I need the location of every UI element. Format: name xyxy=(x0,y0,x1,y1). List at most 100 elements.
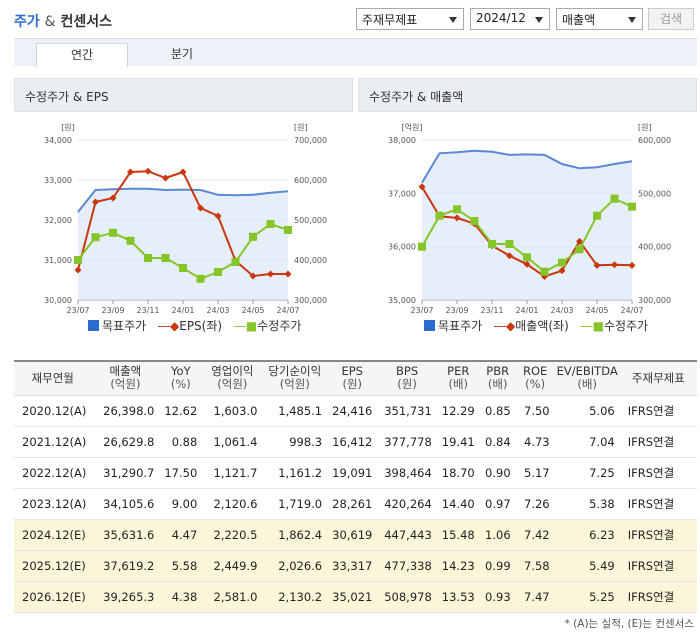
table-cell: 998.3 xyxy=(262,426,328,458)
left-tick-label: 32,000 xyxy=(44,216,72,225)
page-header: 주가 & 컨센서스 주재무제표 2024/12 매출액 검색 xyxy=(0,0,700,38)
column-header: 당기순이익 (억원) xyxy=(262,361,328,396)
table-row: 2022.12(A) 31,290.7 17.50 1,121.7 1,161.2 19,… xyxy=(14,457,697,489)
x-tick-label: 24/01 xyxy=(171,306,194,315)
data-point-diamond xyxy=(418,183,426,191)
column-header-unit: (억원) xyxy=(217,377,248,392)
chart-title-eps: 수정주가 & EPS xyxy=(14,78,353,112)
data-point-square xyxy=(196,274,205,283)
table-cell: IFRS연결 xyxy=(619,457,697,489)
table-cell: 5.49 xyxy=(554,550,620,582)
data-point-diamond xyxy=(576,237,583,245)
x-tick-label: 23/07 xyxy=(410,306,433,315)
legend-label: 수정주가 xyxy=(603,319,649,333)
right-tick-label: 300,000 xyxy=(638,296,671,305)
column-header-label: 주재무제표 xyxy=(631,370,685,385)
table-cell: 5.17 xyxy=(515,457,555,489)
data-point-diamond xyxy=(267,270,274,278)
table-cell: 2024.12(E) xyxy=(14,519,92,551)
table-cell: 12.62 xyxy=(159,395,203,427)
table-cell: 19,091 xyxy=(327,457,378,489)
tab-annual[interactable]: 연간 xyxy=(36,43,128,67)
table-cell: 2,120.6 xyxy=(202,488,263,520)
table-cell: 4.47 xyxy=(159,519,203,551)
table-cell: 2020.12(A) xyxy=(14,395,92,427)
table-cell: IFRS연결 xyxy=(619,395,697,427)
column-header: EV/EBITDA (배) xyxy=(554,361,620,396)
data-point-diamond xyxy=(162,174,169,182)
legend-marker-diamond-icon: ―◆ xyxy=(494,319,516,333)
data-point-square xyxy=(435,211,444,220)
table-cell: 2,449.9 xyxy=(202,550,263,582)
data-point-square xyxy=(540,267,549,276)
metric-select[interactable]: 매출액 xyxy=(556,8,643,30)
table-cell: 26,398.0 xyxy=(91,395,160,427)
data-point-diamond xyxy=(249,272,257,280)
footnote: * (A)는 실적, (E)는 컨센서스 xyxy=(564,618,694,630)
period-select[interactable]: 2024/12 xyxy=(470,8,550,30)
financial-table: 재무연월 매출액 (억원) YoY (%) 영업이익 (억원) 당기순이익 (억원) EPS (원)… xyxy=(14,360,697,613)
legend-marker-square-icon: ―■ xyxy=(580,319,604,333)
column-header-label: ROE xyxy=(522,364,548,379)
table-body: 2020.12(A) 26,398.0 12.62 1,603.0 1,485.1 24,… xyxy=(14,395,697,613)
legend-marker-diamond-icon: ―◆ xyxy=(158,319,180,333)
table-row: 2021.12(A) 26,629.8 0.88 1,061.4 998.3 16,412… xyxy=(14,426,697,458)
target-price-area xyxy=(422,150,632,300)
column-header-label: 당기순이익 xyxy=(268,364,322,379)
table-row: 2025.12(E) 37,619.2 5.58 2,449.9 2,026.6 33,3… xyxy=(14,550,697,582)
table-cell: IFRS연결 xyxy=(619,488,697,520)
column-header-unit: (억원) xyxy=(279,377,310,392)
table-cell: 5.25 xyxy=(554,581,620,613)
data-point-diamond xyxy=(523,260,531,268)
table-cell: 2022.12(A) xyxy=(14,457,92,489)
data-point-diamond xyxy=(506,252,513,260)
column-header-label: EPS xyxy=(341,364,363,379)
search-button[interactable]: 검색 xyxy=(648,8,694,30)
table-cell: IFRS연결 xyxy=(619,426,697,458)
column-header-label: 재무연월 xyxy=(31,370,74,385)
tab-quarterly[interactable]: 분기 xyxy=(170,47,194,61)
data-point-square xyxy=(284,226,292,234)
legend-label: EPS(좌) xyxy=(179,319,223,333)
right-axis-unit: [원] xyxy=(638,123,652,132)
chart-eps: 30,000 31,000 32,000 33,000 34,000 300,000 400… xyxy=(44,123,327,315)
title-rest: 컨센서스 xyxy=(60,14,112,30)
table-cell: 15.48 xyxy=(436,519,480,551)
x-tick-label: 23/07 xyxy=(66,306,89,315)
table-cell: 37,619.2 xyxy=(91,550,160,582)
data-point-square xyxy=(74,256,82,264)
right-tick-label: 500,000 xyxy=(294,216,327,225)
x-tick-label: 24/01 xyxy=(515,306,538,315)
table-cell: 508,978 xyxy=(377,581,437,613)
table-row: 2020.12(A) 26,398.0 12.62 1,603.0 1,485.1 24,… xyxy=(14,395,697,427)
data-point-square xyxy=(249,232,257,241)
financial-statement-select[interactable]: 주재무제표 xyxy=(356,8,464,30)
legend-label: 매출액(좌) xyxy=(515,319,569,333)
data-point-square xyxy=(453,205,461,214)
column-header-unit: (%) xyxy=(525,377,546,392)
legend-sales: 목표주가 ―◆매출액(좌) ―■수정주가 xyxy=(424,317,656,334)
title-main: 주가 xyxy=(14,14,40,30)
legend-item-target-price: 목표주가 xyxy=(424,319,482,333)
data-point-diamond xyxy=(628,261,636,269)
column-header-unit: (배) xyxy=(577,377,597,392)
x-tick-label: 23/09 xyxy=(445,306,468,315)
page-title: 주가 & 컨센서스 xyxy=(14,11,112,31)
legend-label: 목표주가 xyxy=(102,319,147,333)
right-tick-label: 700,000 xyxy=(294,136,327,145)
table-cell: 5.38 xyxy=(554,488,620,520)
legend-item-adjusted-price: ―■수정주가 xyxy=(581,319,649,333)
data-point-diamond xyxy=(214,212,222,220)
table-cell: 0.85 xyxy=(479,395,516,427)
legend-marker-square-icon: ―■ xyxy=(233,319,258,333)
table-cell: 5.06 xyxy=(554,395,620,427)
column-header: ROE (%) xyxy=(515,361,555,396)
legend-item-sales: ―◆매출액(좌) xyxy=(494,319,569,333)
column-header-unit: (원) xyxy=(342,377,363,392)
x-tick-label: 24/03 xyxy=(550,306,573,315)
legend-item-eps: ―◆EPS(좌) xyxy=(158,319,222,333)
table-cell: 26,629.8 xyxy=(91,426,160,458)
table-cell: 0.99 xyxy=(479,550,516,582)
column-header: PER (배) xyxy=(436,361,480,396)
data-point-square xyxy=(109,228,117,237)
